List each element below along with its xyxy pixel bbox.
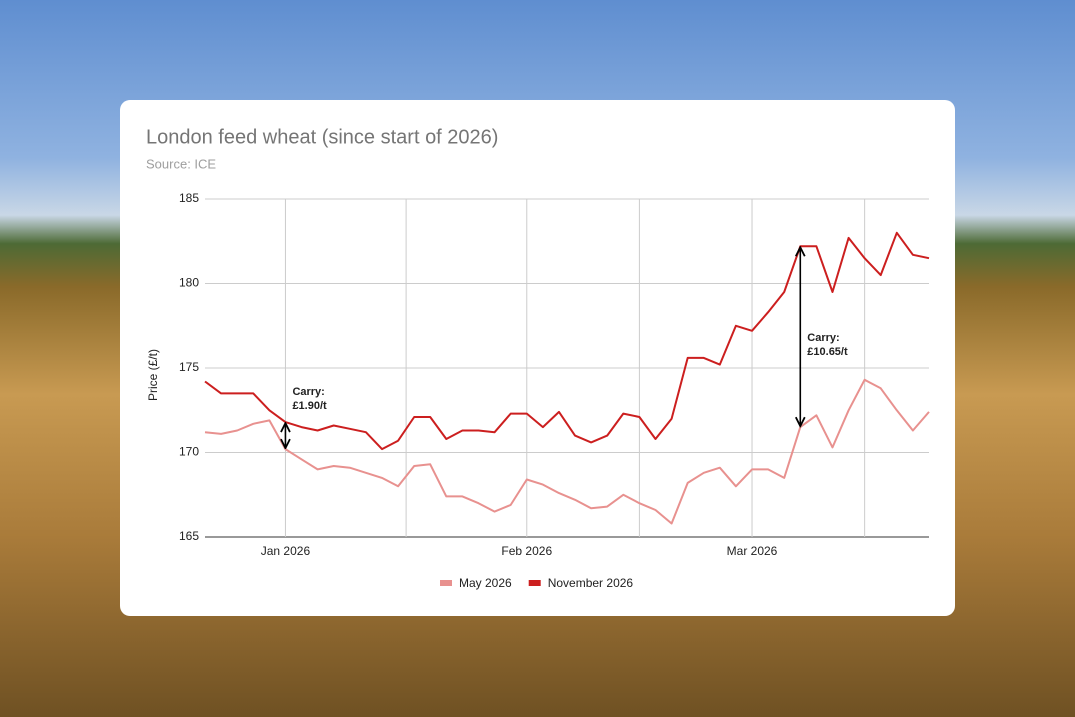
annotation-text: Carry:	[807, 332, 839, 344]
x-tick-label: Jan 2026	[261, 544, 311, 558]
y-tick-label: 185	[179, 191, 199, 205]
chart-card	[120, 100, 955, 616]
chart-subtitle: Source: ICE	[146, 156, 216, 171]
annotation-text: £1.90/t	[292, 400, 327, 412]
chart-title: London feed wheat (since start of 2026)	[146, 126, 498, 148]
series-line	[204, 231, 930, 451]
y-tick-label: 165	[179, 529, 199, 543]
y-tick-label: 170	[179, 445, 199, 459]
series-line	[204, 378, 930, 525]
x-tick-label: Mar 2026	[727, 544, 778, 558]
y-tick-label: 175	[179, 360, 199, 374]
legend-swatch	[440, 580, 452, 586]
legend-label: May 2026	[459, 576, 512, 590]
legend-swatch	[528, 580, 541, 586]
annotation-text: Carry:	[292, 386, 324, 398]
x-tick-label: Feb 2026	[501, 544, 552, 558]
annotation-text: £10.65/t	[807, 346, 848, 358]
legend: May 2026 November 2026	[440, 576, 633, 590]
legend-label: November 2026	[548, 576, 634, 590]
y-axis-label: Price (£/t)	[146, 349, 160, 401]
y-tick-label: 180	[179, 276, 199, 290]
